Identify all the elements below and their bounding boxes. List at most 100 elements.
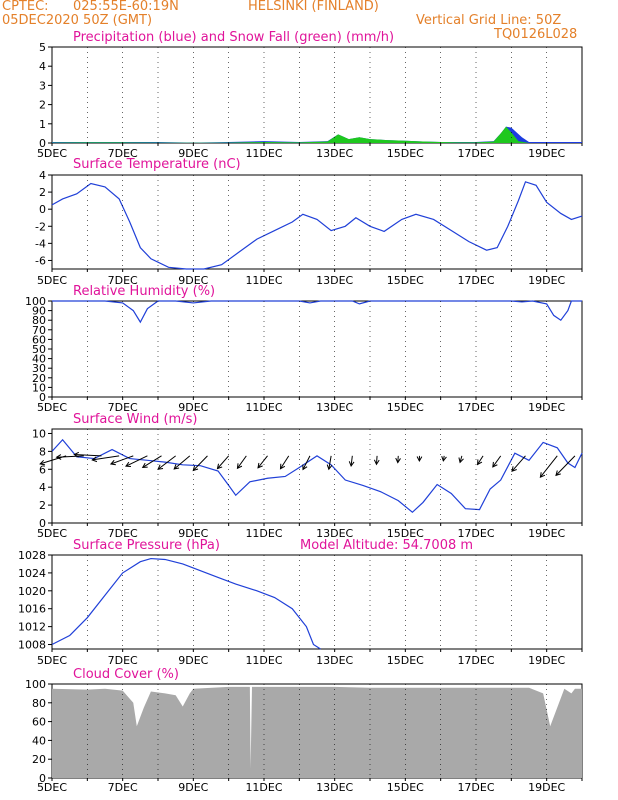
rh-frame xyxy=(51,300,583,398)
header-grid-note: Vertical Grid Line: 50Z xyxy=(416,13,562,28)
precip-frame xyxy=(51,46,583,144)
wind-ytick-label-2: 4 xyxy=(39,481,46,494)
rh-xtick-label-0: 5DEC xyxy=(37,401,67,414)
wind-arrow-6 xyxy=(142,455,162,468)
precip-ytick-label-5: 5 xyxy=(39,41,46,54)
header-location: HELSINKI (FINLAND) xyxy=(248,0,379,14)
wind-arrow-head-23 xyxy=(492,461,498,468)
pressure-xtick-label-4: 13DEC xyxy=(316,654,353,667)
temp-title: Surface Temperature (nC) xyxy=(73,157,241,172)
temp-series-line xyxy=(51,181,583,270)
wind-frame xyxy=(51,428,583,524)
rh-ytick-label-4: 40 xyxy=(32,353,46,366)
rh-xtick-label-1: 7DEC xyxy=(108,401,138,414)
rh-xtick-label-7: 19DEC xyxy=(528,401,565,414)
rh-series-line xyxy=(52,300,582,324)
temp-ytick-label-5: 4 xyxy=(39,169,46,182)
cloud-xtick-label-1: 7DEC xyxy=(108,781,138,794)
wind-arrow-head-1 xyxy=(55,454,62,460)
wind-arrow-7 xyxy=(157,455,176,470)
pressure-xtick-label-0: 5DEC xyxy=(37,654,67,667)
precip-ytick-label-3: 3 xyxy=(39,79,46,92)
rh-xtick-label-4: 13DEC xyxy=(316,401,353,414)
wind-arrow-16 xyxy=(350,455,353,467)
cloud-xtick-label-7: 19DEC xyxy=(528,781,565,794)
pressure-title: Surface Pressure (hPa) xyxy=(73,538,220,553)
header-prefix: CPTEC: xyxy=(2,0,49,14)
wind-arrow-head-8 xyxy=(173,464,180,470)
cloud-xtick-label-5: 15DEC xyxy=(387,781,424,794)
cloud-xtick-label-4: 13DEC xyxy=(316,781,353,794)
wind-series-line xyxy=(51,438,583,514)
pressure-xtick-label-1: 7DEC xyxy=(108,654,138,667)
temp-ytick-label-4: 2 xyxy=(39,186,46,199)
wind-arrow-head-24 xyxy=(511,466,517,472)
wind-arrow-8 xyxy=(173,455,191,470)
temp-xtick-label-3: 11DEC xyxy=(245,274,282,287)
wind-arrow-head-21 xyxy=(458,457,464,464)
wind-arrow-head-13 xyxy=(279,463,286,470)
wind-arrow-15 xyxy=(328,455,332,470)
wind-arrow-25 xyxy=(539,455,558,478)
wind-arrow-21 xyxy=(459,455,463,463)
cloud-title: Cloud Cover (%) xyxy=(73,667,179,682)
pressure-xtick-label-5: 15DEC xyxy=(387,654,424,667)
wind-xtick-label-5: 15DEC xyxy=(387,527,424,540)
cloud-ytick-label-0: 0 xyxy=(39,772,46,785)
precip-xtick-label-6: 17DEC xyxy=(457,147,494,160)
precip-xtick-label-5: 15DEC xyxy=(387,147,424,160)
rh-ytick-label-2: 20 xyxy=(32,372,46,385)
rh-ytick-label-7: 70 xyxy=(32,324,46,337)
temp-frame xyxy=(51,174,583,270)
temp-xtick-label-4: 13DEC xyxy=(316,274,353,287)
temp-xtick-label-0: 5DEC xyxy=(37,274,67,287)
header-run-time: 05DEC2020 50Z (GMT) xyxy=(2,13,153,28)
wind-arrow-head-25 xyxy=(539,472,546,478)
cloud-ytick-label-5: 100 xyxy=(25,678,46,691)
wind-arrow-head-26 xyxy=(555,470,561,477)
wind-ytick-label-3: 6 xyxy=(39,463,46,476)
wind-arrow-2 xyxy=(74,453,102,457)
wind-arrow-4 xyxy=(110,455,134,465)
precip-ytick-label-1: 1 xyxy=(39,118,46,131)
pressure-ytick-label-3: 1020 xyxy=(18,585,46,598)
precip-xtick-label-2: 9DEC xyxy=(178,147,208,160)
cloud-ytick-label-2: 40 xyxy=(32,734,46,747)
rh-title: Relative Humidity (%) xyxy=(73,284,215,299)
header-code: TQ0126L028 xyxy=(494,27,578,42)
cloud-xtick-label-0: 5DEC xyxy=(37,781,67,794)
rh-ytick-label-0: 0 xyxy=(39,391,46,404)
wind-ytick-label-5: 10 xyxy=(32,427,46,440)
temp-ytick-label-2: -2 xyxy=(35,220,46,233)
precip-ytick-label-0: 0 xyxy=(39,137,46,150)
wind-arrow-head-5 xyxy=(125,461,131,467)
rh-xtick-label-3: 11DEC xyxy=(245,401,282,414)
wind-arrow-head-19 xyxy=(416,456,423,462)
wind-xtick-label-3: 11DEC xyxy=(245,527,282,540)
wind-arrow-head-3 xyxy=(91,456,98,463)
wind-arrow-head-2 xyxy=(73,451,80,458)
wind-xtick-label-2: 9DEC xyxy=(178,527,208,540)
rh-xtick-label-5: 15DEC xyxy=(387,401,424,414)
wind-xtick-label-1: 7DEC xyxy=(108,527,138,540)
precip-title: Precipitation (blue) and Snow Fall (gree… xyxy=(73,30,394,45)
temp-xtick-label-1: 7DEC xyxy=(108,274,138,287)
pressure-xtick-label-2: 9DEC xyxy=(178,654,208,667)
wind-arrow-11 xyxy=(237,455,247,469)
wind-arrow-head-6 xyxy=(141,462,148,468)
wind-arrow-5 xyxy=(125,455,148,467)
wind-ytick-label-4: 8 xyxy=(39,445,46,458)
pressure-frame xyxy=(51,554,583,650)
wind-arrow-head-20 xyxy=(441,455,447,462)
rh-ytick-label-3: 30 xyxy=(32,362,46,375)
temp-xtick-label-5: 15DEC xyxy=(387,274,424,287)
rh-ytick-label-1: 10 xyxy=(32,381,46,394)
cloud-xtick-label-3: 11DEC xyxy=(245,781,282,794)
wind-arrow-10 xyxy=(217,455,230,469)
wind-arrow-13 xyxy=(280,455,290,470)
precip-xtick-label-3: 11DEC xyxy=(245,147,282,160)
cloud-ytick-label-3: 60 xyxy=(32,716,46,729)
precip-ytick-label-4: 4 xyxy=(39,60,46,73)
wind-xtick-label-0: 5DEC xyxy=(37,527,67,540)
